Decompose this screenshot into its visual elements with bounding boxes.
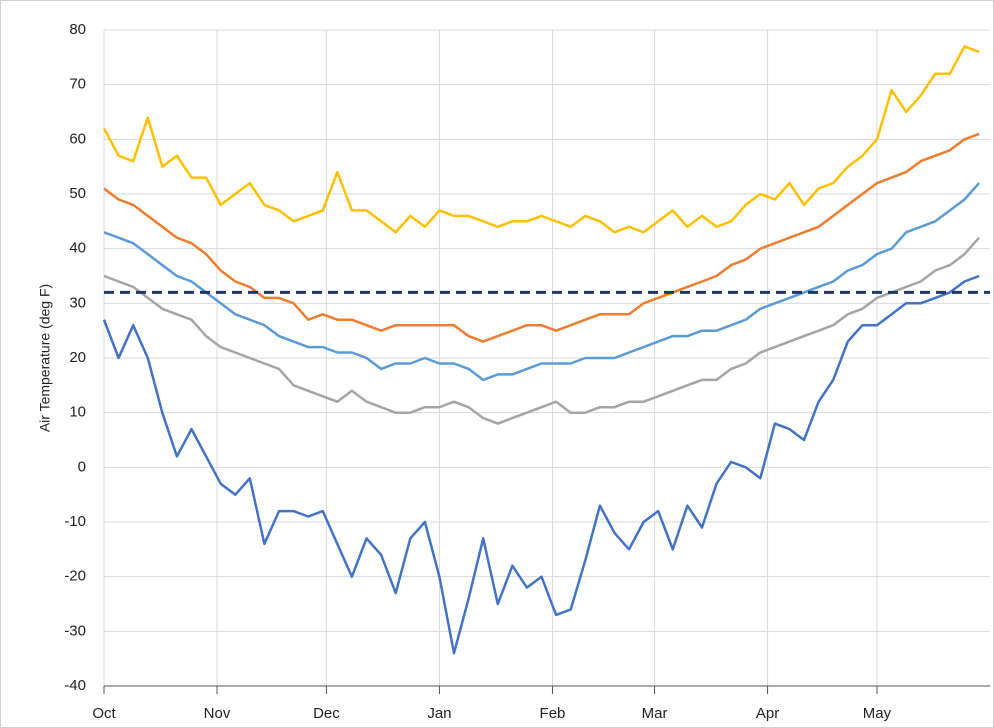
- series-line: [102, 45, 980, 234]
- y-tick-label: 20: [69, 349, 86, 366]
- y-tick-label: 70: [69, 76, 86, 93]
- y-axis-label: Air Temperature (deg F): [37, 284, 53, 432]
- y-tick-label: 60: [69, 130, 86, 147]
- x-tick-label: Feb: [540, 705, 566, 722]
- y-tick-label: -40: [64, 677, 86, 694]
- series-line: [103, 132, 980, 343]
- series-line: [103, 236, 981, 425]
- x-tick-label: Oct: [92, 705, 116, 722]
- y-tick-label: 50: [69, 185, 86, 202]
- x-tick-label: Nov: [204, 705, 231, 722]
- y-tick-label: -30: [64, 622, 86, 639]
- y-tick-label: -20: [64, 568, 86, 585]
- series-line: [102, 274, 980, 655]
- y-tick-label: 30: [69, 294, 86, 311]
- x-tick-label: Jan: [427, 705, 451, 722]
- x-tick-label: May: [863, 705, 892, 722]
- x-tick-label: Apr: [756, 705, 779, 722]
- y-tick-label: -10: [64, 513, 86, 530]
- y-tick-label: 40: [69, 240, 86, 257]
- x-tick-label: Dec: [313, 705, 340, 722]
- y-tick-label: 10: [69, 404, 86, 421]
- x-tick-label: Mar: [642, 705, 668, 722]
- y-tick-label: 80: [69, 21, 86, 38]
- y-tick-label: 0: [78, 458, 86, 475]
- series-line: [103, 182, 981, 382]
